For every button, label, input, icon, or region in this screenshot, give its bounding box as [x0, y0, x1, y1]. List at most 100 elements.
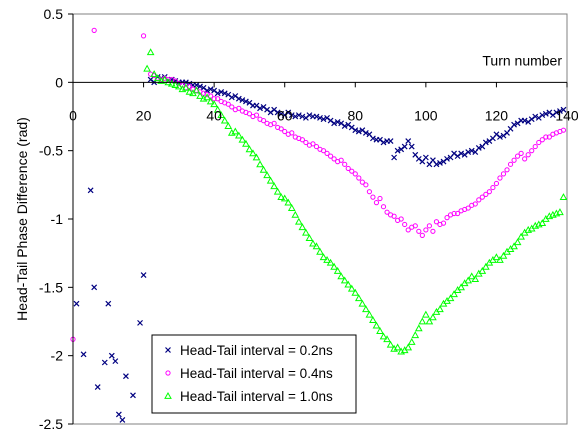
data-point — [352, 127, 359, 134]
data-point — [355, 128, 362, 135]
data-point — [370, 135, 376, 142]
data-point — [280, 194, 289, 202]
data-point — [175, 82, 183, 90]
data-point — [263, 171, 271, 179]
data-point — [483, 191, 489, 197]
data-point — [362, 129, 369, 136]
data-point — [246, 111, 253, 117]
data-point — [557, 108, 563, 114]
data-point — [358, 299, 367, 307]
data-marks — [70, 27, 568, 423]
data-point — [529, 148, 535, 154]
data-point — [493, 180, 500, 187]
data-point — [182, 83, 190, 91]
data-point — [405, 138, 412, 145]
data-point — [539, 137, 545, 143]
data-point — [266, 176, 275, 184]
legend-label: Head-Tail interval = 0.2ns — [180, 343, 333, 358]
data-point — [356, 175, 362, 181]
data-point — [146, 48, 155, 56]
data-point — [327, 153, 334, 159]
data-point — [380, 139, 387, 146]
data-point — [167, 79, 176, 87]
data-point — [560, 106, 567, 113]
data-point — [433, 161, 440, 168]
data-point — [331, 120, 338, 127]
data-point — [235, 95, 242, 102]
data-point — [425, 317, 434, 325]
data-point — [214, 90, 221, 97]
data-point — [137, 319, 143, 326]
data-point — [260, 118, 267, 124]
data-point — [525, 152, 531, 158]
y-axis-title: Head-Tail Phase Difference (rad) — [14, 117, 30, 321]
data-point — [419, 232, 425, 238]
legend-marker — [164, 391, 172, 399]
x-axis: 020406080100120140 — [69, 81, 578, 123]
data-point — [543, 134, 549, 140]
data-point — [482, 139, 489, 146]
data-point — [492, 253, 501, 261]
data-point — [416, 228, 422, 234]
data-point — [546, 134, 552, 140]
data-point — [256, 160, 264, 168]
data-point — [334, 119, 341, 125]
data-point — [450, 290, 458, 298]
data-point — [472, 201, 478, 207]
legend-marker — [165, 347, 171, 353]
data-point — [295, 112, 302, 119]
data-point — [411, 331, 420, 339]
data-point — [305, 234, 314, 242]
data-point — [465, 149, 472, 155]
data-point — [404, 343, 413, 351]
y-tick-label: -2 — [51, 348, 64, 364]
data-point — [560, 127, 567, 133]
y-axis: 0.5 0 -0.5 -1 -1.5 -2 -2.5 — [39, 6, 74, 432]
data-point — [363, 182, 369, 188]
data-point — [430, 228, 436, 234]
data-point — [521, 117, 528, 124]
data-point — [380, 204, 387, 210]
data-point — [94, 384, 101, 391]
data-point — [369, 316, 377, 324]
data-point — [91, 27, 97, 33]
data-point — [326, 258, 335, 266]
data-point — [391, 213, 397, 219]
data-point — [370, 194, 376, 200]
data-point — [405, 227, 411, 233]
data-point — [451, 210, 457, 217]
x-tick-label: 40 — [206, 107, 222, 123]
data-point — [556, 208, 564, 216]
data-point — [252, 153, 261, 161]
data-point — [140, 33, 147, 39]
data-point — [344, 280, 353, 288]
data-point — [294, 217, 303, 225]
data-point — [316, 247, 324, 255]
y-tick-label: -1 — [51, 211, 64, 227]
data-point — [242, 139, 250, 147]
series-1 — [73, 73, 567, 423]
data-point — [345, 165, 351, 172]
data-point — [153, 74, 162, 82]
data-point — [478, 266, 487, 274]
y-tick-label: -1.5 — [39, 279, 63, 295]
data-point — [289, 130, 295, 136]
data-point — [310, 141, 316, 147]
data-point — [220, 116, 229, 124]
data-point — [412, 223, 418, 229]
data-point — [366, 189, 372, 195]
data-point — [471, 275, 480, 283]
data-point — [207, 86, 214, 93]
data-point — [391, 154, 398, 161]
data-point — [299, 113, 306, 120]
data-point — [513, 238, 522, 246]
data-point — [518, 150, 524, 156]
data-point — [298, 223, 307, 231]
data-point — [373, 200, 380, 206]
y-tick-label: 0.5 — [44, 6, 64, 22]
data-point — [542, 110, 549, 117]
data-point — [108, 352, 115, 359]
data-point — [206, 97, 215, 105]
data-point — [229, 104, 235, 110]
data-point — [455, 210, 461, 217]
